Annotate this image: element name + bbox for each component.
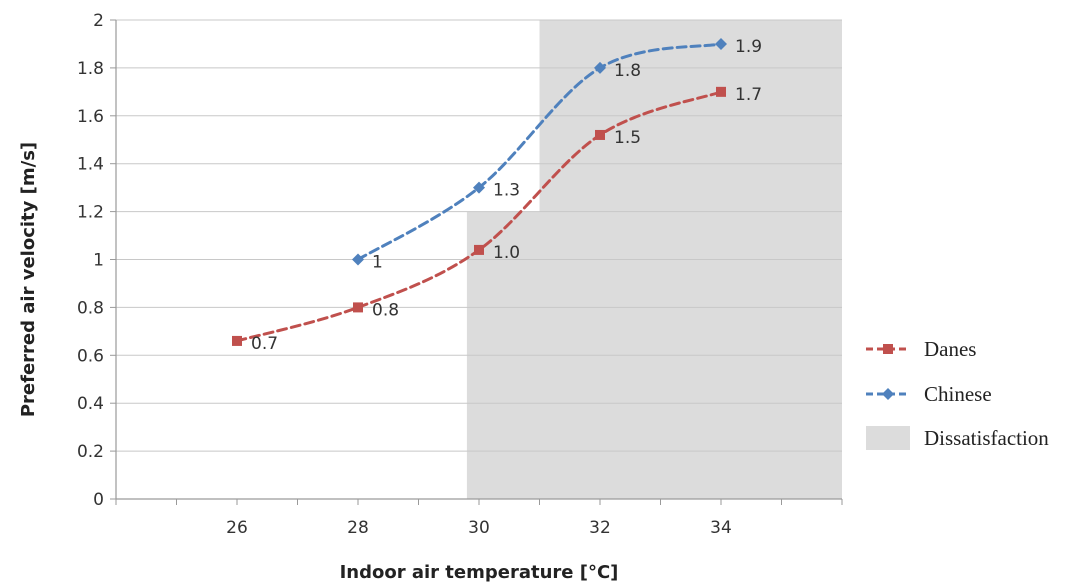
- data-label-danes: 1.5: [614, 128, 641, 148]
- data-label-danes: 1.0: [493, 243, 520, 263]
- legend-label-danes: Danes: [924, 337, 976, 361]
- data-label-chinese: 1.3: [493, 181, 520, 201]
- data-label-chinese: 1.8: [614, 61, 641, 81]
- y-tick-label: 1.6: [77, 107, 104, 127]
- series-line-chinese: [356, 42, 723, 261]
- data-label-chinese: 1.9: [735, 37, 762, 57]
- y-tick-label: 0.4: [77, 394, 104, 414]
- y-tick-label: 0.6: [77, 346, 104, 366]
- data-label-danes: 1.7: [735, 85, 762, 105]
- data-label-chinese: 1: [372, 253, 383, 273]
- y-tick-label: 0: [93, 490, 104, 510]
- x-tick-label: 28: [347, 518, 369, 538]
- data-point-danes: [353, 302, 363, 313]
- data-label-danes: 0.7: [251, 334, 278, 354]
- x-tick-label: 30: [468, 518, 490, 538]
- data-point-danes: [716, 86, 726, 97]
- data-point-chinese: [594, 61, 606, 74]
- y-tick-label: 1.2: [77, 203, 104, 223]
- legend-label-chinese: Chinese: [924, 382, 992, 406]
- y-tick-label: 2: [93, 11, 104, 31]
- data-point-danes: [232, 335, 242, 346]
- y-axis-title: Preferred air velocity [m/s]: [18, 142, 39, 417]
- y-tick-label: 1: [93, 251, 104, 271]
- y-tick-label: 0.2: [77, 442, 104, 462]
- y-tick-label: 1.8: [77, 59, 104, 79]
- data-point-danes: [595, 129, 605, 140]
- x-tick-label: 26: [226, 518, 248, 538]
- x-tick-label: 32: [589, 518, 611, 538]
- y-tick-label: 1.4: [77, 155, 104, 175]
- legend-marker-chinese: [882, 388, 894, 400]
- legend-swatch-dissatisfaction: [866, 426, 910, 450]
- data-point-chinese: [715, 37, 727, 50]
- data-point-chinese: [352, 253, 364, 266]
- x-axis-title: Indoor air temperature [°C]: [340, 562, 619, 583]
- data-label-danes: 0.8: [372, 300, 399, 320]
- legend-marker-danes: [883, 344, 893, 354]
- legend-label-dissatisfaction: Dissatisfaction: [924, 426, 1049, 450]
- data-point-danes: [474, 244, 484, 255]
- y-tick-label: 0.8: [77, 298, 104, 318]
- x-tick-label: 34: [710, 518, 732, 538]
- data-point-chinese: [473, 181, 485, 194]
